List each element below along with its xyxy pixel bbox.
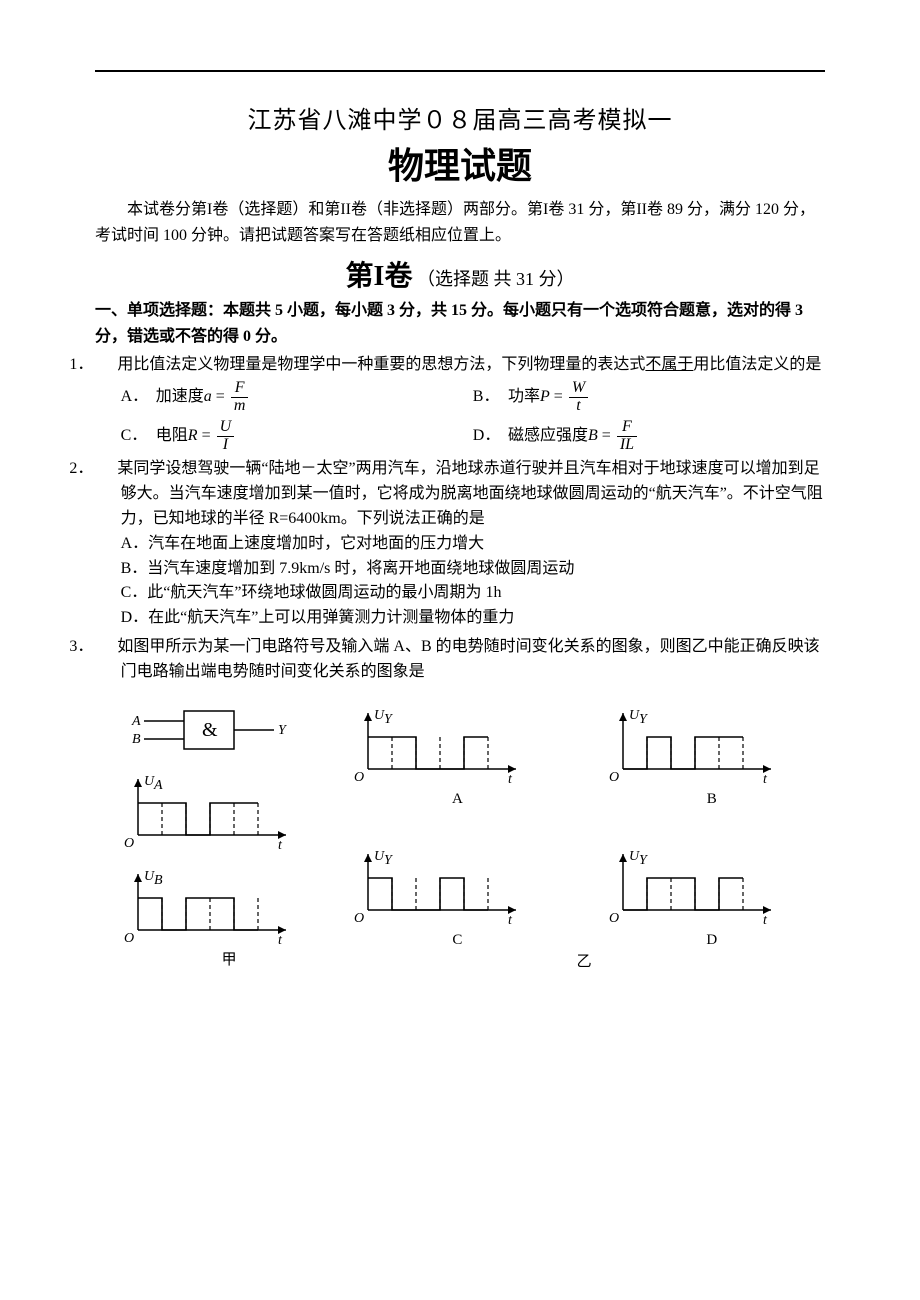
q2-number: 2． — [95, 457, 117, 482]
chart-ua: UAOt — [114, 761, 344, 856]
fraction-icon: F IL — [617, 419, 637, 454]
chart-option-a: UYOt A — [344, 695, 570, 831]
q1-option-b: B． 功率 P = W t — [473, 380, 825, 415]
q2-option-b: B．当汽车速度增加到 7.9km/s 时，将离开地面绕地球做圆周运动 — [95, 557, 825, 582]
q3-number: 3． — [95, 635, 117, 660]
figure-yi: UYOt A UYOt B UYOt C UYOt D 乙 — [344, 695, 825, 972]
part-1-small: （选择题 共 31 分） — [417, 269, 575, 289]
q1-not-belong: 不属于 — [645, 356, 693, 373]
question-2: 2．某同学设想驾驶一辆“陆地－太空”两用汽车，沿地球赤道行驶并且汽车相对于地球速… — [95, 457, 825, 631]
caption-yi: 乙 — [577, 951, 592, 974]
q1-option-a: A． 加速度 a = F m — [121, 380, 473, 415]
svg-text:Y: Y — [384, 712, 394, 727]
q1-option-d: D． 磁感应强度 B = F IL — [473, 419, 825, 454]
q1-number: 1． — [95, 353, 117, 378]
chart-option-c: UYOt C — [344, 836, 570, 972]
question-3: 3．如图甲所示为某一门电路符号及输入端 A、B 的电势随时间变化关系的图象，则图… — [95, 635, 825, 972]
title-line-2: 物理试题 — [95, 137, 825, 189]
svg-text:A: A — [153, 778, 163, 793]
q3-stem: 3．如图甲所示为某一门电路符号及输入端 A、B 的电势随时间变化关系的图象，则图… — [95, 635, 825, 685]
q2-option-d: D．在此“航天汽车”上可以用弹簧测力计测量物体的重力 — [95, 606, 825, 631]
q2-stem: 2．某同学设想驾驶一辆“陆地－太空”两用汽车，沿地球赤道行驶并且汽车相对于地球速… — [95, 457, 825, 531]
fraction-icon: W t — [569, 380, 588, 415]
svg-text:B: B — [132, 732, 141, 747]
and-gate-diagram: & A B Y — [114, 701, 314, 761]
intro-paragraph: 本试卷分第I卷（选择题）和第II卷（非选择题）两部分。第I卷 31 分，第II卷… — [95, 197, 825, 248]
exam-page: 江苏省八滩中学０８届高三高考模拟一 物理试题 本试卷分第I卷（选择题）和第II卷… — [0, 0, 920, 1300]
part-1-big: 第I卷 — [346, 261, 413, 292]
q1-options-row2: C． 电阻 R = U I D． 磁感应强度 B = F IL — [95, 419, 825, 454]
fraction-icon: U I — [217, 419, 235, 454]
svg-text:t: t — [508, 772, 513, 787]
q1-options-row1: A． 加速度 a = F m B． 功率 P = W t — [95, 380, 825, 415]
figure-jia: & A B Y UAOt UBOt 甲 — [114, 695, 344, 972]
caption-jia: 甲 — [114, 949, 344, 972]
svg-text:O: O — [124, 931, 134, 946]
chart-ub: UBOt — [114, 856, 344, 951]
fraction-icon: F m — [231, 380, 249, 415]
svg-text:t: t — [278, 838, 283, 853]
chart-option-d: UYOt D — [599, 836, 825, 972]
svg-text:Y: Y — [278, 723, 288, 738]
q1-option-c: C． 电阻 R = U I — [121, 419, 473, 454]
title-line-1: 江苏省八滩中学０８届高三高考模拟一 — [95, 100, 825, 135]
svg-text:t: t — [278, 933, 283, 948]
section-1-heading: 一、单项选择题：本题共 5 小题，每小题 3 分，共 15 分。每小题只有一个选… — [95, 298, 825, 349]
svg-text:Y: Y — [639, 853, 649, 868]
svg-text:O: O — [354, 911, 364, 926]
svg-text:B: B — [154, 873, 163, 888]
q3-figures: & A B Y UAOt UBOt 甲 UYOt — [95, 695, 825, 972]
svg-text:t: t — [763, 913, 768, 928]
question-1: 1．用比值法定义物理量是物理学中一种重要的思想方法，下列物理量的表达式不属于用比… — [95, 353, 825, 453]
part-1-heading: 第I卷 （选择题 共 31 分） — [95, 254, 825, 294]
top-rule — [95, 70, 825, 72]
svg-text:O: O — [354, 770, 364, 785]
chart-option-b: UYOt B — [599, 695, 825, 831]
gate-symbol: & — [202, 719, 218, 741]
svg-text:O: O — [609, 911, 619, 926]
q1-stem: 1．用比值法定义物理量是物理学中一种重要的思想方法，下列物理量的表达式不属于用比… — [95, 353, 825, 378]
svg-text:O: O — [609, 770, 619, 785]
svg-text:A: A — [131, 714, 141, 729]
svg-text:Y: Y — [639, 712, 649, 727]
svg-text:O: O — [124, 836, 134, 851]
svg-text:Y: Y — [384, 853, 394, 868]
q2-option-a: A．汽车在地面上速度增加时，它对地面的压力增大 — [95, 532, 825, 557]
svg-text:t: t — [508, 913, 513, 928]
q2-option-c: C．此“航天汽车”环绕地球做圆周运动的最小周期为 1h — [95, 581, 825, 606]
svg-text:t: t — [763, 772, 768, 787]
